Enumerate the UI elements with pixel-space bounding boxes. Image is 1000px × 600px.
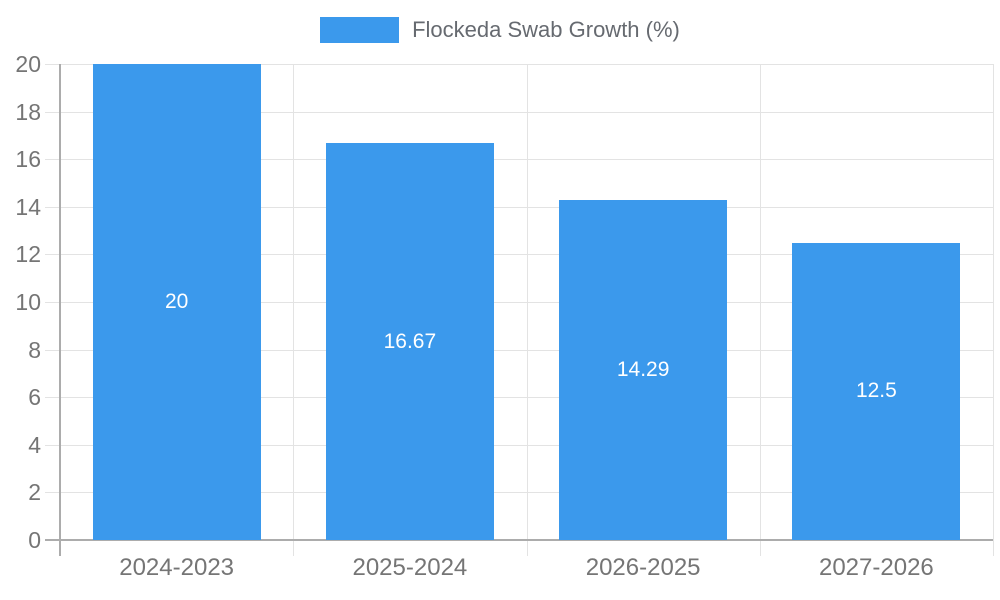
y-tick-label: 2 — [28, 479, 41, 506]
legend-item[interactable]: Flockeda Swab Growth (%) — [320, 17, 680, 43]
y-tick — [45, 206, 60, 208]
y-tick — [45, 444, 60, 446]
x-tick-label: 2024-2023 — [119, 554, 235, 581]
y-tick — [45, 302, 60, 303]
x-tick-label: 2025-2024 — [352, 554, 468, 581]
bar-value-label: 12.5 — [855, 379, 897, 403]
y-tick — [45, 349, 60, 351]
chart-legend: Flockeda Swab Growth (%) — [0, 17, 1000, 43]
bar-2027-2026 — [792, 242, 961, 540]
y-tick — [45, 254, 60, 256]
bar-value-label: 20 — [164, 290, 189, 313]
legend-swatch-icon — [320, 17, 400, 43]
x-gridline — [993, 64, 994, 556]
y-tick-label: 10 — [15, 289, 41, 315]
legend-label: Flockeda Swab Growth (%) — [412, 17, 680, 42]
bar-value-label: 14.29 — [616, 357, 670, 381]
x-gridline — [526, 64, 528, 556]
y-axis-line — [59, 64, 61, 556]
y-tick-label: 18 — [15, 98, 41, 125]
bar-value-label: 16.67 — [383, 329, 437, 353]
y-tick — [45, 397, 60, 399]
y-tick-label: 20 — [15, 51, 41, 77]
y-tick-label: 8 — [28, 336, 41, 363]
bar-2024-2023 — [92, 64, 261, 540]
x-tick-label: 2026-2025 — [585, 554, 701, 581]
x-gridline — [759, 64, 761, 556]
y-tick-label: 16 — [15, 146, 41, 173]
y-tick-label: 6 — [28, 384, 41, 411]
y-tick — [45, 64, 60, 65]
x-tick-label: 2027-2026 — [818, 554, 934, 581]
bar-2025-2024 — [325, 143, 494, 540]
y-tick — [45, 492, 60, 494]
y-tick-label: 14 — [15, 193, 41, 220]
y-tick — [45, 111, 60, 113]
bar-2026-2025 — [559, 199, 728, 540]
y-tick-label: 4 — [28, 431, 41, 458]
y-tick — [45, 159, 60, 161]
x-axis-line — [45, 539, 993, 541]
x-gridline — [293, 64, 295, 556]
y-tick-label: 12 — [15, 241, 41, 268]
y-tick-label: 0 — [28, 527, 41, 553]
